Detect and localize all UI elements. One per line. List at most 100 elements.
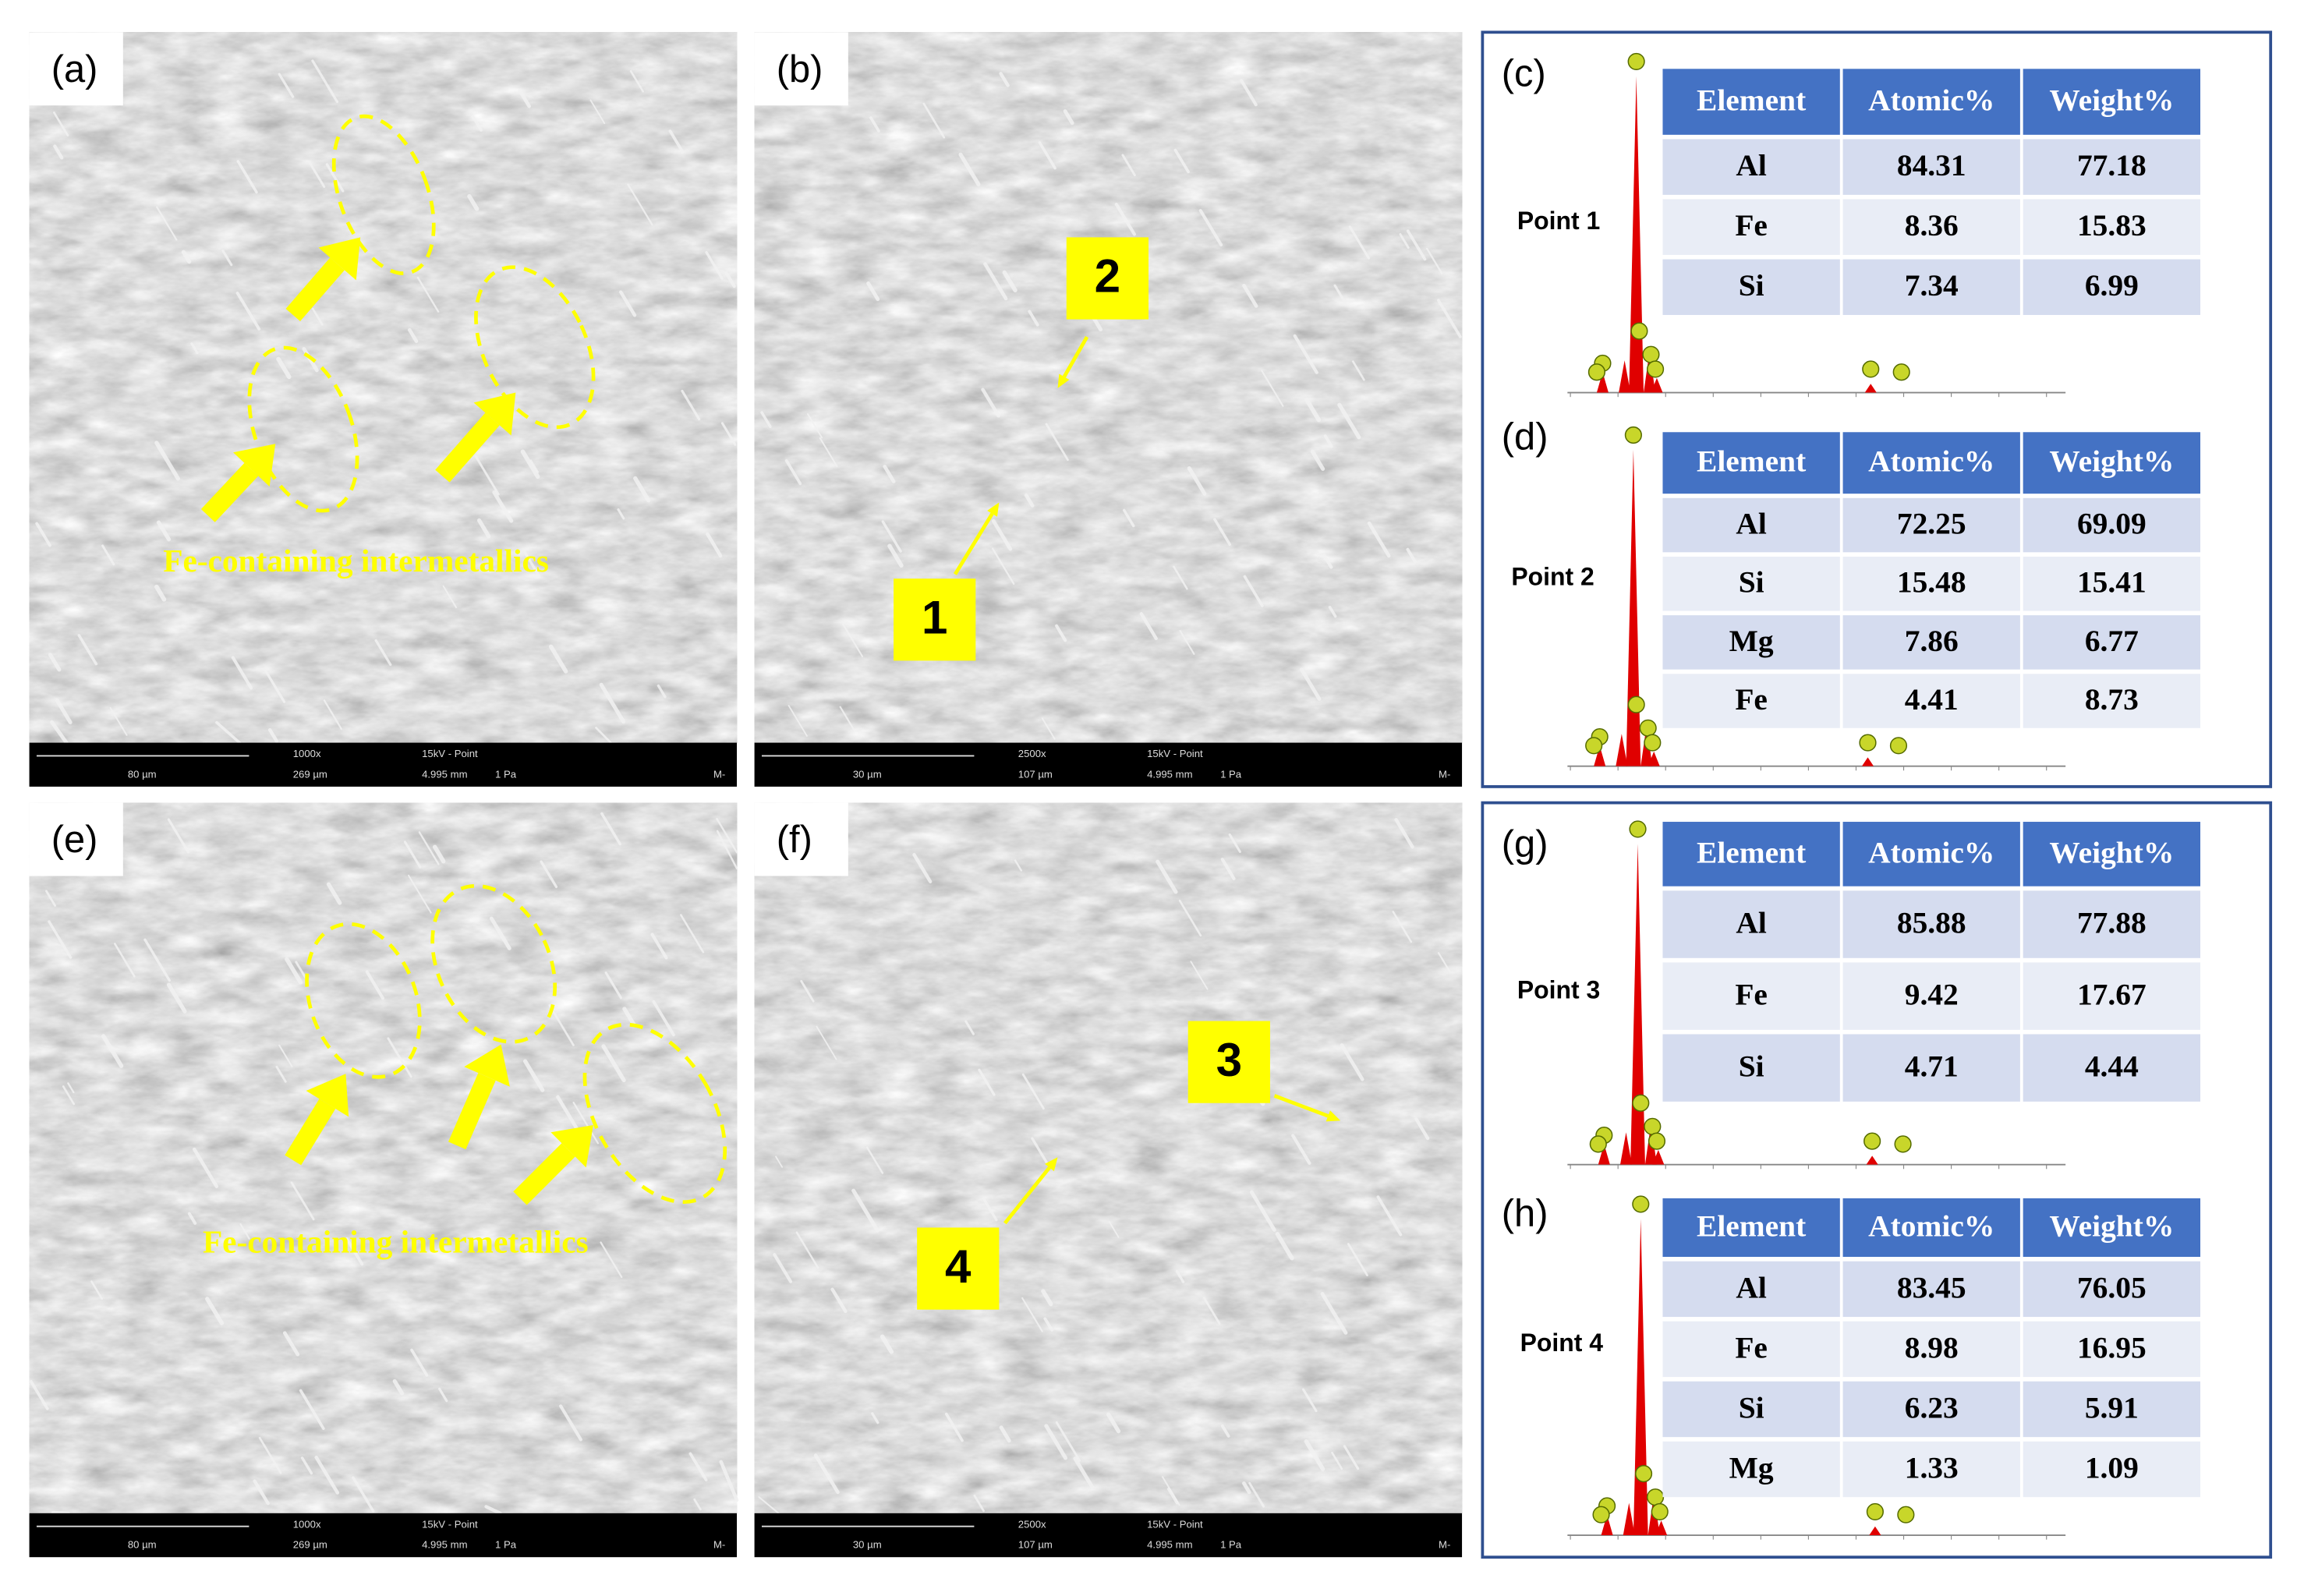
table-cell — [1662, 1321, 1840, 1378]
scale-label: 30 µm — [853, 768, 882, 780]
sem-particle — [1041, 717, 1056, 740]
sem-particle — [192, 1147, 219, 1188]
sem-particle — [1367, 521, 1391, 558]
sem-particle — [1394, 818, 1414, 849]
sem-particle — [101, 544, 115, 566]
sem-particle — [668, 129, 685, 154]
table-value: 85.88 — [1897, 905, 1966, 940]
table-cell — [2023, 1381, 2200, 1438]
element-marker — [1644, 734, 1662, 752]
sem-particle — [1002, 270, 1018, 292]
element-marker — [1632, 1195, 1650, 1213]
table-cell — [1662, 962, 1840, 1030]
sem-particle — [387, 1037, 412, 1078]
element-marker — [1646, 1488, 1665, 1506]
sem-particle — [35, 522, 51, 547]
sem-particle — [657, 684, 667, 699]
sem-particle — [282, 1331, 300, 1357]
sem-particle — [1123, 508, 1135, 528]
sem-particle — [278, 1044, 293, 1067]
sem-particle — [48, 920, 73, 959]
sem-particle — [278, 73, 295, 98]
sem-particle — [887, 543, 904, 568]
table-value: 4.71 — [1905, 1049, 1959, 1084]
sem-particle — [1178, 899, 1202, 937]
table-header-cell — [2023, 822, 2200, 886]
highlight-ellipse — [247, 345, 359, 513]
element-marker — [1587, 363, 1606, 381]
sem-particle — [326, 882, 342, 905]
table-value: Mg — [1729, 1450, 1774, 1485]
element-marker — [1863, 1132, 1881, 1150]
element-marker — [1889, 737, 1908, 755]
sem-particle — [629, 70, 644, 93]
sem-particle — [982, 1197, 998, 1222]
table-value: 4.44 — [2085, 1049, 2139, 1084]
table-header-cell — [2023, 432, 2200, 494]
element-marker — [1859, 734, 1877, 752]
sem-particle — [432, 844, 446, 864]
table-value: 77.88 — [2077, 905, 2147, 940]
sem-particle — [1351, 360, 1365, 381]
table-header-cell — [2023, 69, 2200, 135]
table-value: 4.41 — [1905, 682, 1959, 717]
sem-particle — [1213, 518, 1231, 547]
detector-tag: M- — [1439, 768, 1450, 780]
sem-particle — [1031, 1137, 1049, 1166]
sem-particle — [114, 943, 136, 978]
spectrum-peak — [1619, 1132, 1633, 1165]
sem-particle — [166, 982, 187, 1014]
sem-particle — [1108, 1220, 1120, 1238]
point-box — [894, 579, 976, 661]
table-value: Si — [1739, 1049, 1764, 1084]
spectrum-peak — [1648, 751, 1660, 766]
sem-particle — [407, 327, 419, 343]
spectrum-peak — [1626, 449, 1641, 766]
table-cell — [2023, 890, 2200, 958]
table-cell — [1842, 1441, 2020, 1498]
table-cell — [2023, 556, 2200, 611]
scale-label: 80 µm — [128, 1539, 157, 1551]
sem-particle — [1347, 1243, 1368, 1276]
element-marker — [1630, 322, 1648, 340]
pointer-head — [1325, 1110, 1341, 1122]
table-cell — [1662, 674, 1840, 728]
sem-particle — [999, 72, 1010, 87]
sem-particle — [773, 1253, 793, 1283]
scale-strip — [754, 1513, 1463, 1558]
highlight-ellipse — [305, 922, 422, 1079]
sem-particle — [308, 161, 326, 189]
sem-image — [29, 802, 738, 1513]
table-value: Al — [1736, 1270, 1766, 1304]
sem-particle — [1320, 1292, 1348, 1335]
panel-label-bg — [29, 802, 123, 876]
element-marker — [1644, 1117, 1662, 1135]
point-number: 2 — [1095, 250, 1120, 303]
sem-particle — [1301, 1388, 1318, 1413]
sem-particle — [1179, 630, 1195, 655]
highlight-ellipse — [430, 883, 557, 1044]
magnification: 1000x — [293, 748, 321, 759]
sem-particle — [1376, 1195, 1403, 1237]
sem-particle — [311, 307, 324, 326]
sem-particle — [912, 853, 933, 883]
element-marker — [1634, 1465, 1653, 1483]
sem-particle — [1073, 1456, 1095, 1489]
table-value: 1.33 — [1905, 1450, 1959, 1485]
table-value: 9.42 — [1905, 978, 1959, 1012]
sem-particle — [1190, 961, 1209, 990]
table-value: 8.36 — [1905, 208, 1959, 242]
panel-label-bg — [754, 32, 848, 106]
spectrum-peak — [1652, 1149, 1665, 1165]
sem-particle — [1043, 1317, 1053, 1332]
table-cell — [1842, 556, 2020, 611]
table-value: Fe — [1735, 1330, 1768, 1364]
table-cell — [1842, 674, 2020, 728]
sem-image — [29, 32, 738, 743]
sem-particle — [688, 1452, 708, 1482]
sem-particle — [706, 532, 723, 558]
sem-particle — [1220, 1424, 1230, 1438]
magnification: 2500x — [1018, 748, 1046, 759]
sem-particle — [1399, 232, 1410, 249]
sem-particle — [154, 584, 167, 602]
